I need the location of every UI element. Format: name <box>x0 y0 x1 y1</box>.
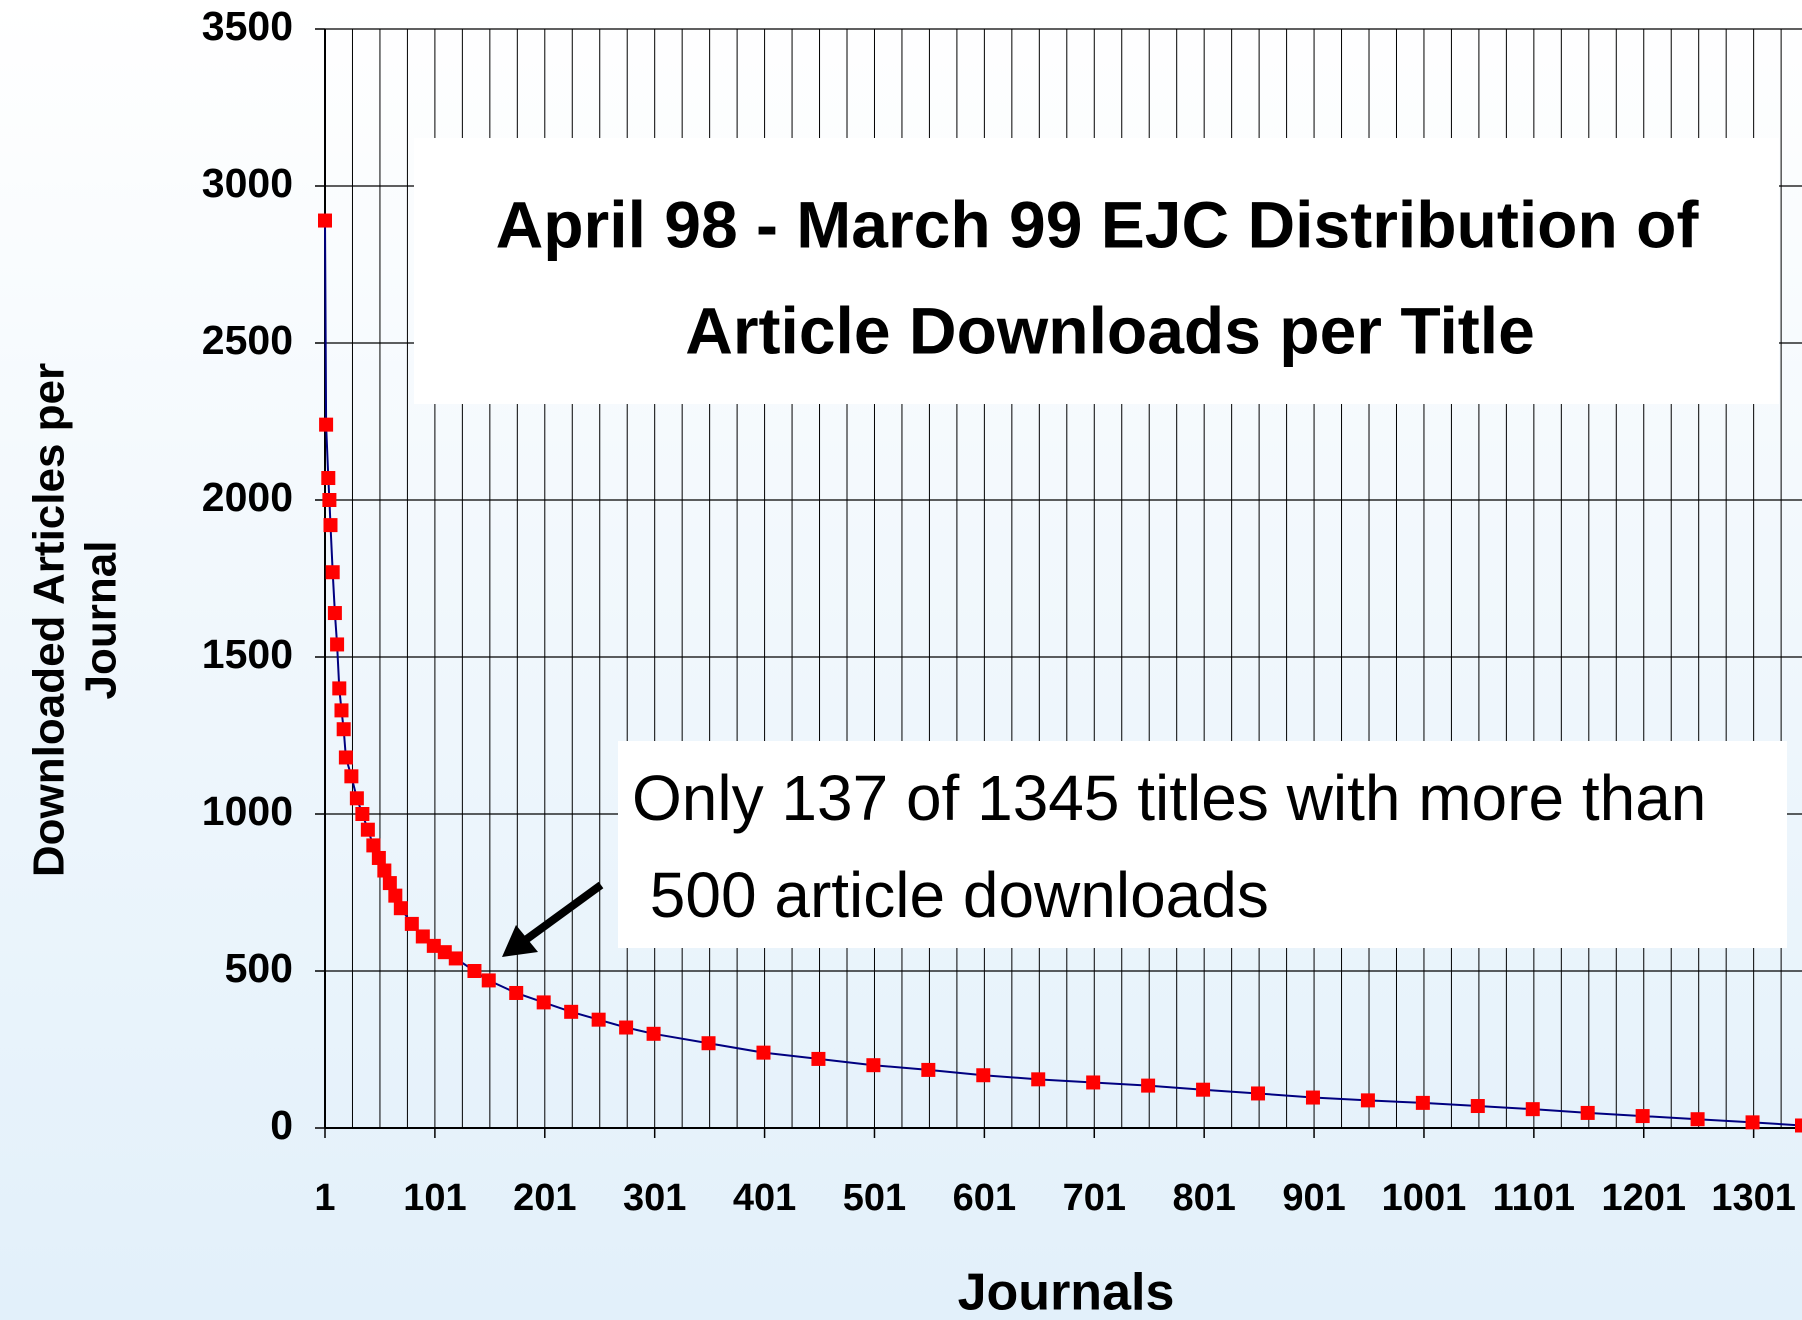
y-tick-label: 2500 <box>202 317 293 363</box>
point <box>377 863 392 878</box>
point <box>1360 1093 1375 1108</box>
x-tick-label: 601 <box>953 1177 1016 1219</box>
point <box>318 213 332 228</box>
point <box>388 888 403 903</box>
y-tick-label: 3000 <box>202 160 293 206</box>
arrow-head <box>502 925 538 957</box>
point <box>1690 1112 1705 1127</box>
point <box>866 1058 881 1073</box>
point <box>322 493 337 507</box>
point <box>344 769 359 784</box>
x-tick-label: 701 <box>1063 1177 1126 1219</box>
point <box>1635 1109 1650 1124</box>
point <box>1086 1075 1101 1090</box>
x-tick-label: 201 <box>513 1177 576 1219</box>
point <box>332 681 347 696</box>
point <box>448 951 463 966</box>
point <box>1795 1118 1802 1133</box>
x-tick-label: 1301 <box>1711 1177 1796 1219</box>
annotation: Only 137 of 1345 titles with more than <box>632 762 1706 834</box>
annotation: 500 article downloads <box>632 859 1269 931</box>
point <box>330 637 345 652</box>
point <box>360 822 375 837</box>
point <box>1580 1105 1595 1120</box>
x-tick-label: 901 <box>1282 1177 1345 1219</box>
y-tick-label: 0 <box>270 1102 293 1148</box>
arrow <box>517 881 604 948</box>
point <box>619 1020 634 1035</box>
x-tick-label: 101 <box>403 1177 466 1219</box>
point <box>646 1026 661 1041</box>
point <box>355 807 370 821</box>
chart-title: April 98 - March 99 EJC Distribution of <box>496 187 1700 261</box>
point <box>1745 1115 1760 1130</box>
y-tick-label: 1500 <box>202 631 293 677</box>
point <box>1196 1082 1211 1097</box>
point <box>321 471 336 486</box>
point <box>366 838 381 853</box>
point <box>811 1051 826 1066</box>
point <box>382 876 397 891</box>
point <box>404 916 419 931</box>
point <box>509 985 524 1000</box>
point <box>415 929 430 944</box>
y-axis-label: Downloaded Articles per <box>25 363 74 877</box>
point <box>336 722 351 737</box>
x-tick-label: 501 <box>843 1177 906 1219</box>
chart-title: Article Downloads per Title <box>685 293 1535 367</box>
annotation-box <box>618 741 1787 948</box>
point <box>976 1068 991 1083</box>
point <box>467 964 482 978</box>
point <box>1305 1090 1320 1105</box>
point <box>437 945 452 960</box>
point <box>536 995 551 1010</box>
point <box>323 518 338 533</box>
point <box>1415 1095 1430 1110</box>
x-tick-label: 1201 <box>1601 1177 1686 1219</box>
point <box>426 938 441 953</box>
x-axis-label: Journals <box>958 1264 1175 1320</box>
y-tick-label: 2000 <box>202 474 293 520</box>
x-tick-label: 1001 <box>1382 1177 1467 1219</box>
x-tick-label: 801 <box>1172 1177 1235 1219</box>
point <box>1141 1078 1156 1093</box>
y-tick-label: 500 <box>225 945 293 991</box>
x-tick-label: 1 <box>314 1177 335 1219</box>
point <box>325 565 340 580</box>
point <box>349 791 364 806</box>
point <box>1525 1102 1540 1117</box>
point <box>756 1045 771 1060</box>
x-tick-label: 401 <box>733 1177 796 1219</box>
point <box>921 1062 936 1077</box>
point <box>1251 1086 1266 1101</box>
x-tick-label: 1101 <box>1493 1177 1575 1219</box>
point <box>393 901 408 916</box>
point <box>1031 1072 1046 1087</box>
point <box>481 973 496 988</box>
x-tick-label: 301 <box>623 1177 686 1219</box>
point <box>371 850 386 865</box>
point <box>701 1036 716 1051</box>
point <box>338 750 353 765</box>
plot <box>318 213 1802 1133</box>
point <box>319 417 334 432</box>
point <box>591 1012 606 1027</box>
y-tick-label: 3500 <box>202 3 293 49</box>
y-tick-label: 1000 <box>202 788 293 834</box>
title-box <box>414 138 1779 404</box>
point <box>334 703 349 718</box>
point <box>327 606 342 621</box>
y-axis-label: Journal <box>77 541 126 700</box>
point <box>564 1004 579 1019</box>
point <box>1470 1099 1485 1114</box>
